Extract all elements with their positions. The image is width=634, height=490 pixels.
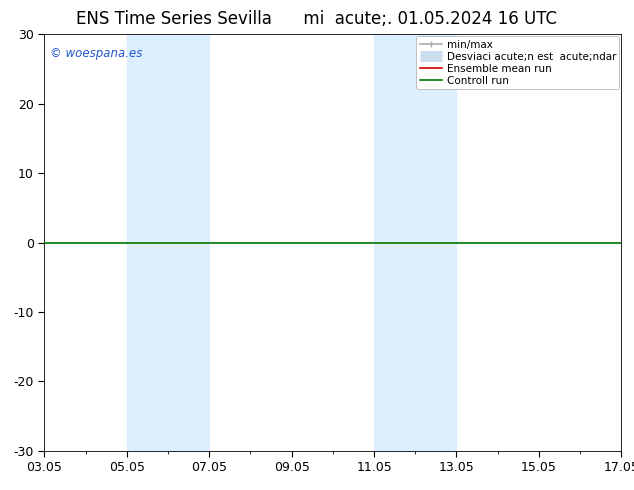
Text: © woespana.es: © woespana.es <box>50 47 143 60</box>
Text: ENS Time Series Sevilla      mi  acute;. 01.05.2024 16 UTC: ENS Time Series Sevilla mi acute;. 01.05… <box>77 10 557 28</box>
Bar <box>127 34 209 451</box>
Bar <box>374 34 456 451</box>
Legend: min/max, Desviaci acute;n est  acute;ndar, Ensemble mean run, Controll run: min/max, Desviaci acute;n est acute;ndar… <box>417 36 619 89</box>
